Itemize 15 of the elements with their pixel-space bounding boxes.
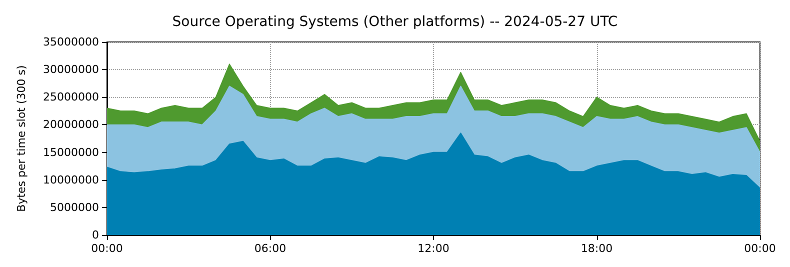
x-tick-label: 00:00 — [91, 242, 123, 255]
y-tick-label: 35000000 — [43, 36, 99, 48]
x-tick-label: 18:00 — [580, 242, 613, 255]
x-tick-label: 06:00 — [254, 242, 286, 255]
y-tick-label: 20000000 — [43, 118, 99, 132]
y-tick-label: 10000000 — [43, 173, 99, 186]
y-axis-title: Bytes per time slot (300 s) — [15, 65, 28, 212]
y-tick-label: 5000000 — [50, 200, 99, 214]
x-tick-label: 12:00 — [418, 242, 450, 255]
y-tick-label: 25000000 — [43, 90, 99, 104]
chart-title: Source Operating Systems (Other platforms) -- 2024-05-27 UTC — [172, 14, 618, 30]
y-tick-label: 15000000 — [43, 146, 99, 159]
y-tick-label: 30000000 — [43, 63, 99, 76]
x-tick-label: 00:00 — [744, 242, 776, 255]
y-tick-label: 0 — [92, 228, 99, 242]
